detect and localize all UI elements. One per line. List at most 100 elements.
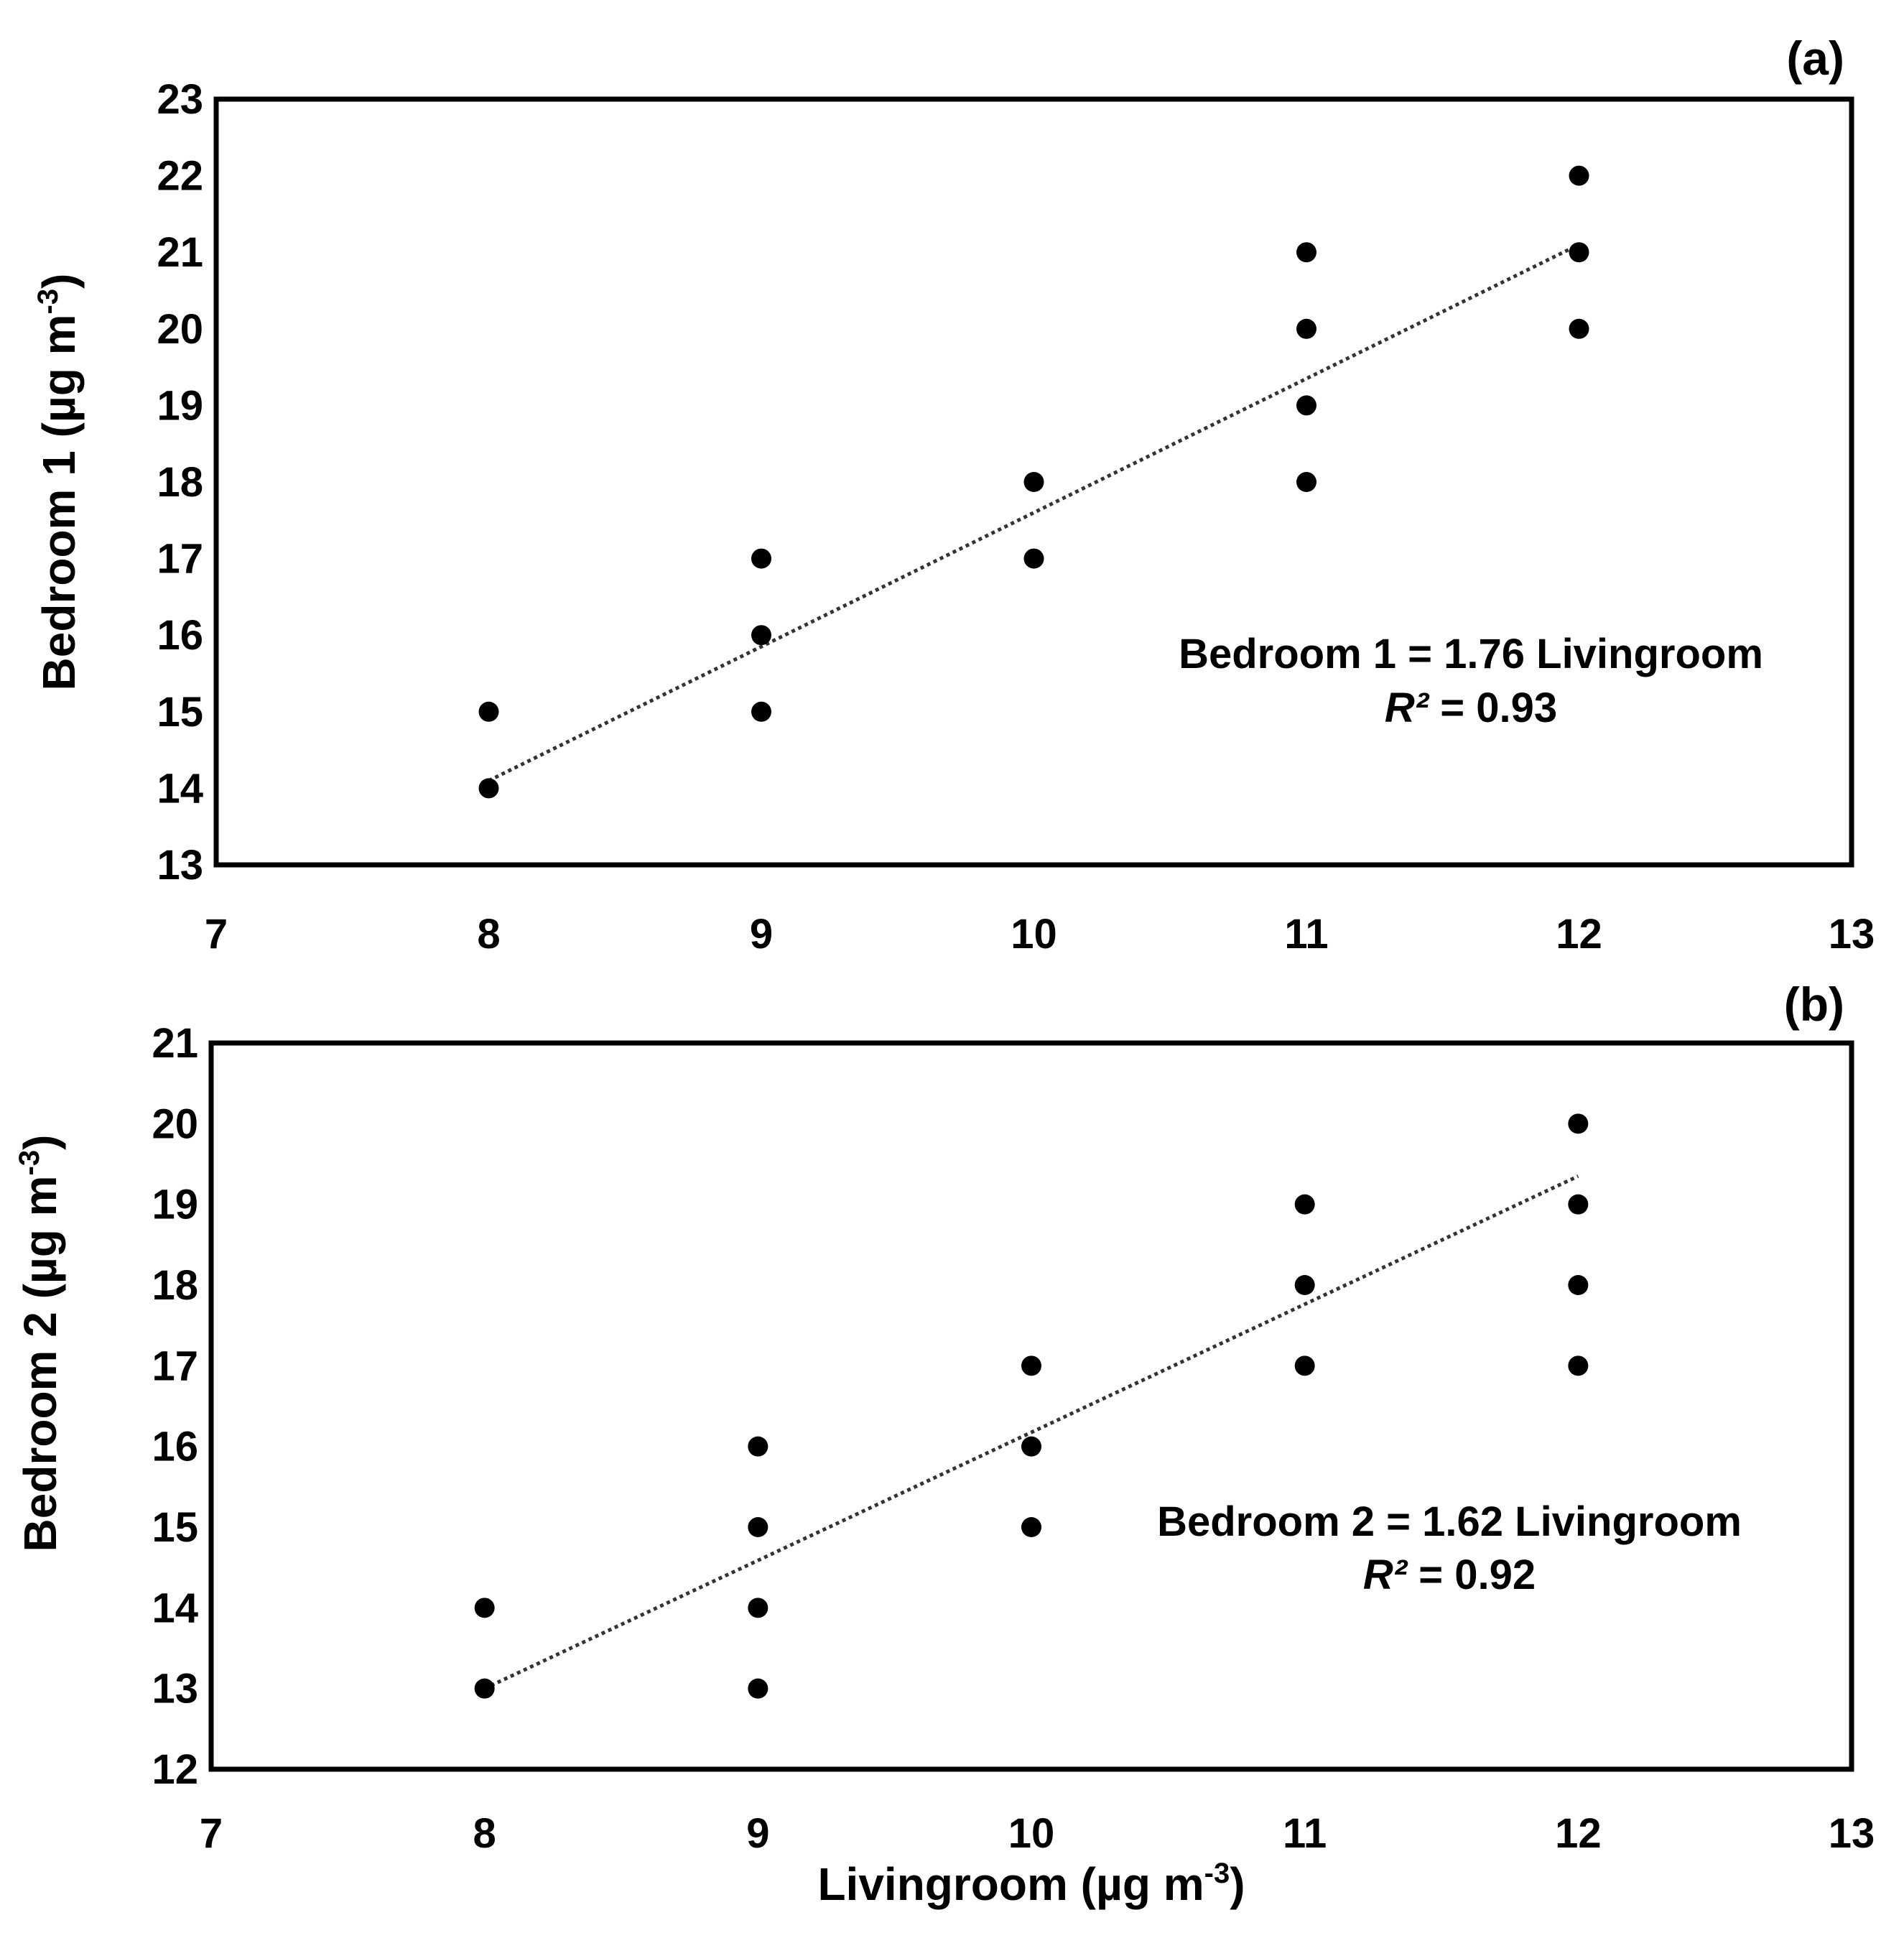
data-point	[748, 1598, 768, 1618]
data-point	[751, 625, 771, 646]
y-axis-label-b-text: Bedroom 2 (µg m	[14, 1175, 66, 1552]
y-axis-label-a-close: )	[33, 274, 85, 289]
plot-frame-a	[213, 96, 1854, 868]
data-points-b	[474, 1113, 1589, 1699]
x-tick-label: 8	[477, 911, 500, 958]
r-squared-symbol-b: R²	[1363, 1552, 1408, 1598]
y-tick-label: 16	[157, 612, 203, 659]
y-tick-label: 14	[152, 1585, 198, 1631]
y-tick-label: 14	[157, 765, 203, 812]
y-tick-label: 18	[157, 459, 203, 506]
data-point	[1294, 1275, 1315, 1295]
y-tick-label: 21	[152, 1020, 198, 1067]
panel-b: 12 13 14 15 16 17 18 19 20 21 7 8 9 10 11 12 13 (b) Bed…	[14, 978, 1875, 1910]
y-tick-label: 15	[157, 689, 203, 736]
y-tick-label: 12	[152, 1746, 198, 1793]
y-tick-label: 13	[157, 842, 203, 889]
data-point	[748, 1678, 768, 1699]
y-tick-label: 19	[157, 382, 203, 429]
y-axis-label-b-close: )	[14, 1135, 66, 1150]
y-axis-label-b-sup: -3	[14, 1150, 45, 1176]
y-tick-label: 16	[152, 1424, 198, 1470]
x-tick-label: 8	[473, 1810, 496, 1857]
r-squared-symbol-a: R²	[1385, 685, 1430, 731]
x-axis-label: Livingroom (µg m-3)	[817, 1858, 1245, 1910]
plot-frame-b	[208, 1040, 1854, 1772]
y-tick-label: 17	[152, 1343, 198, 1389]
y-axis-label-b: Bedroom 2 (µg m-3)	[14, 1135, 66, 1552]
data-point	[1296, 318, 1316, 339]
data-point	[474, 1678, 495, 1699]
data-point	[748, 1436, 768, 1457]
data-point	[751, 548, 771, 569]
data-point	[478, 778, 499, 799]
panel-label-b: (b)	[1784, 978, 1844, 1031]
x-tick-labels-b: 7 8 9 10 11 12 13	[200, 1810, 1875, 1857]
x-tick-label: 11	[1284, 911, 1328, 958]
y-tick-label: 13	[152, 1666, 198, 1712]
x-tick-label: 9	[746, 1810, 769, 1857]
r-squared-value-b: = 0.92	[1407, 1552, 1536, 1598]
y-tick-label: 18	[152, 1262, 198, 1309]
y-tick-label: 22	[157, 153, 203, 200]
y-tick-label: 23	[157, 76, 203, 123]
x-axis-label-text: Livingroom (µg m	[817, 1858, 1204, 1910]
y-tick-label: 15	[152, 1504, 198, 1551]
data-point	[748, 1517, 768, 1537]
y-tick-labels-a: 13 14 15 16 17 18 19 20 21 22 23	[157, 76, 203, 889]
x-axis-label-close: )	[1230, 1858, 1245, 1910]
equation-a: Bedroom 1 = 1.76 Livingroom	[1179, 631, 1763, 677]
x-tick-label: 12	[1555, 1810, 1602, 1857]
y-tick-label: 19	[152, 1182, 198, 1228]
data-point	[1569, 165, 1589, 186]
data-point	[1294, 1194, 1315, 1215]
y-tick-label: 17	[157, 536, 203, 583]
data-point	[478, 701, 499, 722]
y-tick-label: 21	[157, 229, 203, 276]
data-point	[1569, 242, 1589, 263]
data-point	[1568, 1355, 1589, 1376]
panel-a: 13 14 15 16 17 18 19 20 21 22 23 7 8 9 10 11 12 13 (a) B…	[32, 32, 1875, 958]
x-tick-label: 12	[1556, 911, 1602, 958]
y-axis-label-a-text: Bedroom 1 (µg m	[33, 314, 85, 690]
data-point	[1021, 1355, 1041, 1376]
data-point	[1569, 318, 1589, 339]
trendline-b	[483, 1174, 1579, 1690]
y-tick-label: 20	[152, 1100, 198, 1147]
data-point	[1021, 1517, 1041, 1537]
y-axis-label-a: Bedroom 1 (µg m-3)	[32, 274, 85, 691]
r-squared-value-a: = 0.93	[1429, 685, 1557, 731]
x-tick-label: 9	[750, 911, 773, 958]
data-point	[1296, 395, 1316, 416]
trendline-a	[488, 243, 1580, 782]
data-point	[1296, 242, 1316, 263]
data-point	[474, 1598, 495, 1618]
x-tick-label: 10	[1008, 1810, 1055, 1857]
data-point	[1294, 1355, 1315, 1376]
y-tick-labels-b: 12 13 14 15 16 17 18 19 20 21	[152, 1020, 198, 1793]
x-tick-label: 11	[1283, 1810, 1327, 1857]
x-axis-label-sup: -3	[1204, 1858, 1230, 1889]
data-point	[1021, 1436, 1041, 1457]
r-squared-a: R² = 0.93	[1385, 685, 1557, 731]
data-point	[1023, 472, 1044, 492]
data-point	[751, 701, 771, 722]
data-point	[1568, 1275, 1589, 1295]
x-tick-label: 10	[1011, 911, 1057, 958]
data-point	[1023, 548, 1044, 569]
data-point	[1568, 1194, 1589, 1215]
y-axis-label-a-sup: -3	[32, 289, 64, 315]
x-tick-labels-a: 7 8 9 10 11 12 13	[205, 911, 1875, 958]
x-tick-label: 7	[200, 1810, 223, 1857]
x-tick-label: 13	[1829, 911, 1875, 958]
x-tick-label: 7	[205, 911, 228, 958]
equation-b: Bedroom 2 = 1.62 Livingroom	[1157, 1498, 1742, 1545]
data-points-a	[478, 165, 1589, 799]
r-squared-b: R² = 0.92	[1363, 1552, 1536, 1598]
data-point	[1296, 472, 1316, 492]
x-tick-label: 13	[1829, 1810, 1875, 1857]
data-point	[1568, 1113, 1589, 1134]
panel-label-a: (a)	[1786, 32, 1844, 85]
y-tick-label: 20	[157, 306, 203, 353]
